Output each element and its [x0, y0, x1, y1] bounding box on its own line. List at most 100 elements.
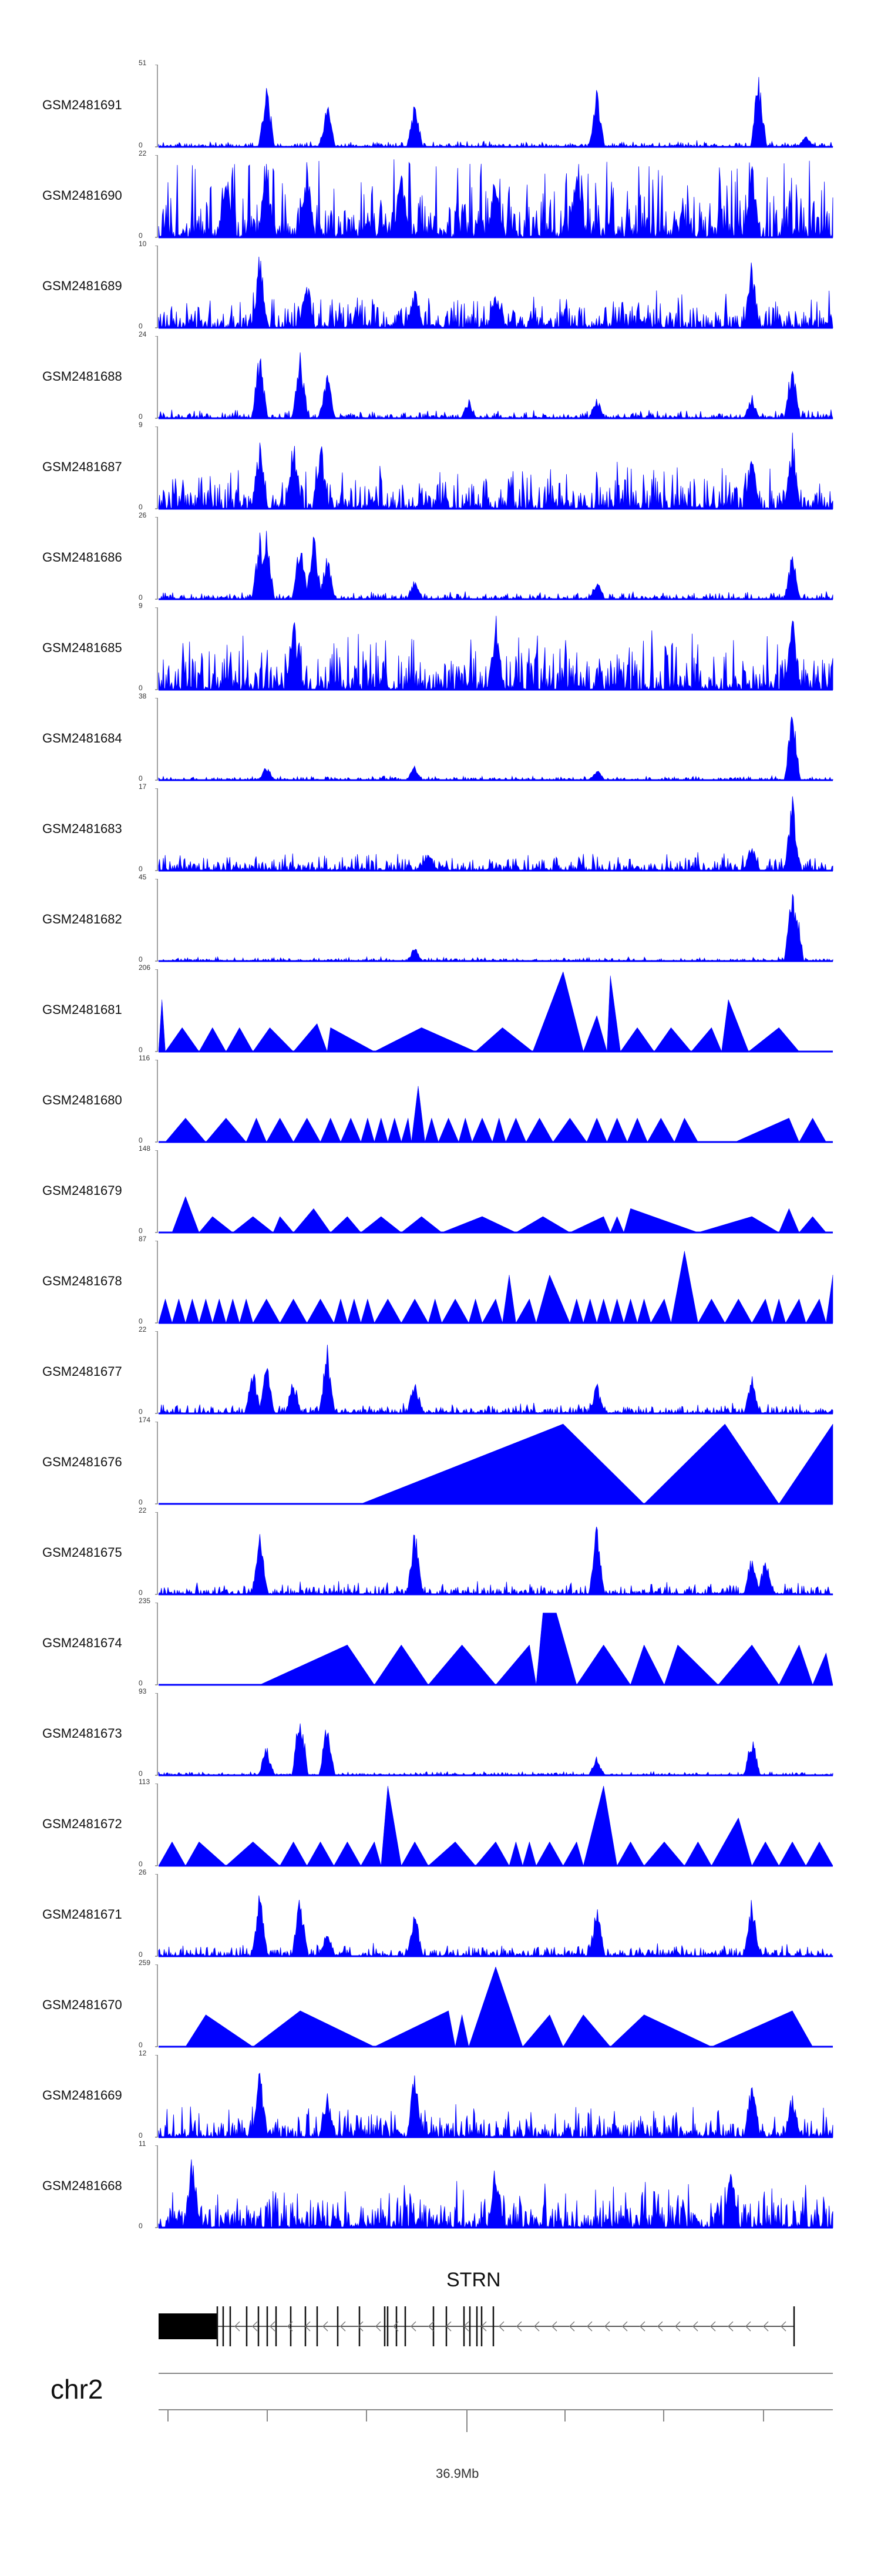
- strand-arrow: [234, 2321, 240, 2332]
- y-max-label: 116: [139, 1054, 150, 1062]
- y-axis: [155, 698, 158, 781]
- y-axis: [155, 1874, 158, 1957]
- strand-arrow: [745, 2321, 751, 2332]
- coverage-signal: [158, 894, 833, 962]
- y-axis: [155, 1422, 158, 1504]
- y-min-label: 0: [139, 2041, 143, 2049]
- strand-arrow: [534, 2321, 540, 2332]
- track-label: GSM2481678: [42, 1274, 122, 1288]
- track-label: GSM2481690: [42, 188, 122, 203]
- y-max-label: 148: [139, 1144, 151, 1153]
- coverage-area: [185, 1966, 813, 2047]
- track-plot: [155, 1150, 833, 1234]
- y-axis: [155, 1693, 158, 1776]
- strand-arrow: [692, 2321, 698, 2332]
- strand-arrow: [781, 2321, 786, 2332]
- track-label: GSM2481684: [42, 731, 122, 745]
- axis-tick-label: 36.9Mb: [436, 2466, 479, 2481]
- y-max-label: 235: [139, 1597, 151, 1605]
- y-max-label: 24: [139, 330, 147, 338]
- y-max-label: 10: [139, 240, 147, 248]
- y-min-label: 0: [139, 412, 143, 421]
- strand-arrow: [763, 2321, 769, 2332]
- y-max-label: 22: [139, 149, 147, 157]
- y-max-label: 45: [139, 873, 147, 881]
- coverage-signal: [158, 77, 833, 148]
- track-label: GSM2481669: [42, 2088, 122, 2103]
- strand-arrow: [411, 2321, 416, 2332]
- coverage-signal: [158, 530, 833, 600]
- y-max-label: 206: [139, 963, 151, 972]
- track-plot: [155, 1603, 833, 1686]
- track-label: GSM2481673: [42, 1726, 122, 1741]
- track-label: GSM2481688: [42, 369, 122, 384]
- track-plot: [155, 336, 833, 419]
- strand-arrow: [428, 2321, 434, 2332]
- coverage-signal: [158, 1345, 833, 1415]
- track-label: GSM2481677: [42, 1364, 122, 1379]
- track-label: GSM2481681: [42, 1002, 122, 1017]
- track-label: GSM2481674: [42, 1635, 122, 1650]
- y-axis: [155, 1784, 158, 1866]
- track-plot: [155, 1964, 833, 2048]
- track-plot: [155, 1784, 833, 1867]
- strand-arrow: [305, 2321, 311, 2332]
- strand-arrow: [446, 2321, 452, 2332]
- y-min-label: 0: [139, 1860, 143, 1868]
- coverage-area: [361, 1423, 833, 1504]
- coverage-area: [158, 971, 800, 1052]
- y-axis: [155, 1060, 158, 1143]
- y-min-label: 0: [139, 1588, 143, 1597]
- track-label: GSM2481691: [42, 98, 122, 112]
- y-axis: [155, 2145, 158, 2228]
- y-max-label: 22: [139, 1325, 147, 1334]
- track-plot: [155, 246, 833, 329]
- track-label: GSM2481683: [42, 821, 122, 836]
- strand-arrow: [375, 2321, 381, 2332]
- y-axis: [155, 879, 158, 962]
- strand-arrow: [604, 2321, 610, 2332]
- strand-arrow: [728, 2321, 734, 2332]
- y-min-label: 0: [139, 1679, 143, 1687]
- y-min-label: 0: [139, 593, 143, 602]
- y-max-label: 12: [139, 2049, 147, 2057]
- strand-arrow: [569, 2321, 575, 2332]
- y-max-label: 38: [139, 692, 147, 700]
- track-label: GSM2481689: [42, 278, 122, 293]
- coverage-signal: [158, 716, 833, 781]
- track-label: GSM2481679: [42, 1183, 122, 1198]
- y-min-label: 0: [139, 1408, 143, 1416]
- y-min-label: 0: [139, 2131, 143, 2140]
- track-label: GSM2481670: [42, 1997, 122, 2012]
- y-max-label: 113: [139, 1778, 150, 1786]
- track-label: GSM2481680: [42, 1093, 122, 1107]
- track-plot: [155, 517, 833, 600]
- track-plot: [155, 1693, 833, 1776]
- y-max-label: 17: [139, 782, 147, 791]
- track-label: GSM2481671: [42, 1907, 122, 1922]
- coverage-signal: [158, 159, 833, 239]
- y-min-label: 0: [139, 1046, 143, 1054]
- track-plot: [155, 607, 833, 691]
- y-min-label: 0: [139, 955, 143, 963]
- y-min-label: 0: [139, 231, 143, 240]
- y-axis: [155, 1241, 158, 1324]
- track-plot: [155, 426, 833, 510]
- y-min-label: 0: [139, 1227, 143, 1235]
- y-axis: [155, 336, 158, 419]
- y-max-label: 9: [139, 602, 143, 610]
- strand-arrow: [463, 2321, 469, 2332]
- track-plot: [155, 65, 833, 148]
- y-min-label: 0: [139, 1950, 143, 1959]
- track-plot: [155, 969, 833, 1053]
- track-plot: [155, 879, 833, 962]
- coverage-area: [260, 1613, 833, 1685]
- track-plot: [155, 1060, 833, 1143]
- track-label: GSM2481686: [42, 550, 122, 565]
- coverage-signal: [158, 1723, 833, 1776]
- y-max-label: 87: [139, 1235, 147, 1243]
- y-min-label: 0: [139, 774, 143, 782]
- track-label: GSM2481676: [42, 1455, 122, 1469]
- y-max-label: 51: [139, 59, 147, 67]
- y-max-label: 11: [139, 2140, 146, 2148]
